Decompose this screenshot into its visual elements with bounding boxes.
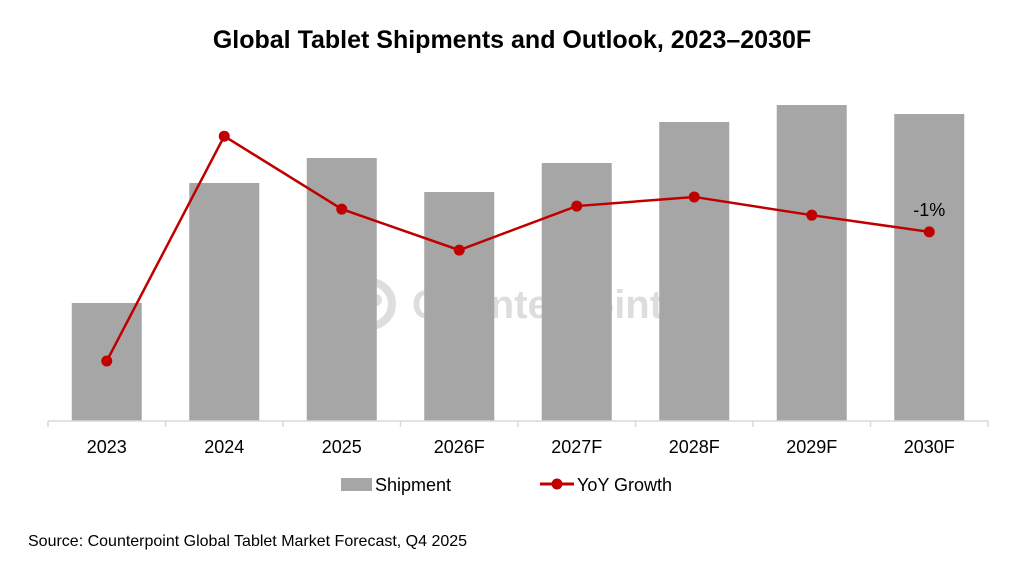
x-tick-label: 2028F	[669, 437, 720, 457]
yoy-point-2027F	[571, 200, 583, 212]
bar-2029F	[776, 105, 847, 421]
legend: Shipment YoY Growth	[341, 475, 672, 495]
bar-2025	[306, 158, 377, 421]
data-label-2030F: -1%	[913, 200, 945, 220]
x-tick-label: 2027F	[551, 437, 602, 457]
chart-title: Global Tablet Shipments and Outlook, 202…	[213, 26, 811, 54]
yoy-point-2028F	[688, 191, 700, 203]
yoy-point-2023	[101, 355, 113, 367]
bar-2030F	[894, 114, 965, 421]
bar-2026F	[424, 192, 495, 421]
x-tick-label: 2029F	[786, 437, 837, 457]
bar-2024	[189, 183, 260, 421]
bar-2028F	[659, 122, 730, 421]
yoy-point-2024	[218, 130, 230, 142]
x-tick-label: 2025	[322, 437, 362, 457]
yoy-point-2026F	[453, 244, 465, 256]
legend-swatch-shipment	[341, 478, 372, 491]
legend-label-yoy: YoY Growth	[577, 475, 672, 495]
yoy-growth-line	[105, 134, 930, 362]
x-tick-label: 2023	[87, 437, 127, 457]
source-note: Source: Counterpoint Global Tablet Marke…	[28, 533, 467, 550]
yoy-point-2025	[336, 203, 348, 215]
yoy-point-2029F	[806, 209, 818, 221]
x-tick-label: 2026F	[434, 437, 485, 457]
legend-marker-yoy	[551, 478, 563, 490]
x-tick-label: 2024	[204, 437, 244, 457]
legend-label-shipment: Shipment	[375, 475, 451, 495]
yoy-point-2030F	[923, 226, 935, 238]
watermark: Counterpoint	[344, 278, 663, 330]
x-tick-label: 2030F	[904, 437, 955, 457]
